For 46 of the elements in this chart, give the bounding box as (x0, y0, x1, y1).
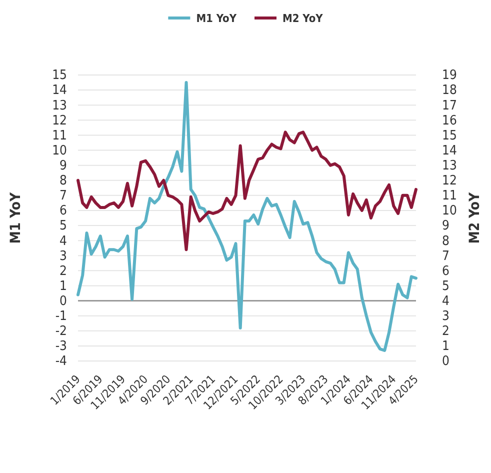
y-tick-label: 7 (60, 188, 67, 204)
y-tick-label: 4 (60, 234, 67, 249)
y2-tick-label: 15 (442, 128, 457, 144)
y2-tick-label: 9 (442, 218, 450, 234)
y-tick-label: 5 (60, 218, 67, 234)
y-tick-label: 12 (52, 113, 67, 128)
y-tick-label: -1 (55, 309, 67, 324)
y2-tick-label: 12 (442, 174, 457, 189)
y-tick-label: 8 (60, 174, 67, 189)
y2-tick-label: 2 (442, 324, 450, 340)
y2-tick-label: 7 (442, 248, 450, 264)
y2-axis-title: M2 YoY (467, 191, 483, 244)
y2-tick-label: 11 (442, 188, 457, 204)
y-tick-label: -2 (55, 324, 67, 340)
y2-tick-label: 19 (442, 68, 457, 84)
y2-tick-label: 16 (442, 113, 457, 128)
y2-tick-label: 5 (442, 278, 450, 294)
y-tick-label: 14 (52, 83, 67, 98)
y-axis-title: M1 YoY (8, 191, 24, 244)
legend-label: M2 YoY (282, 12, 324, 25)
line-series (76, 130, 418, 252)
y-tick-label: 2 (60, 264, 67, 279)
y2-tick-label: 1 (442, 339, 450, 354)
y2-tick-label: 17 (442, 98, 457, 114)
y-tick-label: 10 (52, 143, 67, 158)
y2-tick-label: 14 (442, 143, 457, 158)
legend-label: M1 YoY (196, 12, 238, 25)
y-tick-label: 6 (60, 204, 67, 219)
line-series (76, 81, 418, 352)
y-tick-label: 11 (52, 128, 67, 144)
y2-tick-label: 4 (442, 294, 450, 309)
y-tick-label: 13 (52, 98, 67, 114)
y2-tick-label: 0 (442, 354, 450, 370)
y2-tick-label: 13 (442, 158, 457, 174)
y-tick-label: 0 (60, 294, 67, 309)
y2-tick-label: 6 (442, 264, 450, 279)
y-tick-label: 3 (60, 248, 67, 264)
y2-tick-label: 3 (442, 309, 450, 324)
y-tick-label: -3 (55, 339, 67, 354)
y-tick-label: 1 (60, 278, 67, 294)
y-tick-label: -4 (55, 354, 67, 370)
y-tick-label: 15 (52, 68, 67, 84)
y2-tick-label: 10 (442, 204, 457, 219)
y-tick-label: 9 (60, 158, 67, 174)
y2-tick-label: 18 (442, 83, 457, 98)
y2-tick-label: 8 (442, 234, 450, 249)
